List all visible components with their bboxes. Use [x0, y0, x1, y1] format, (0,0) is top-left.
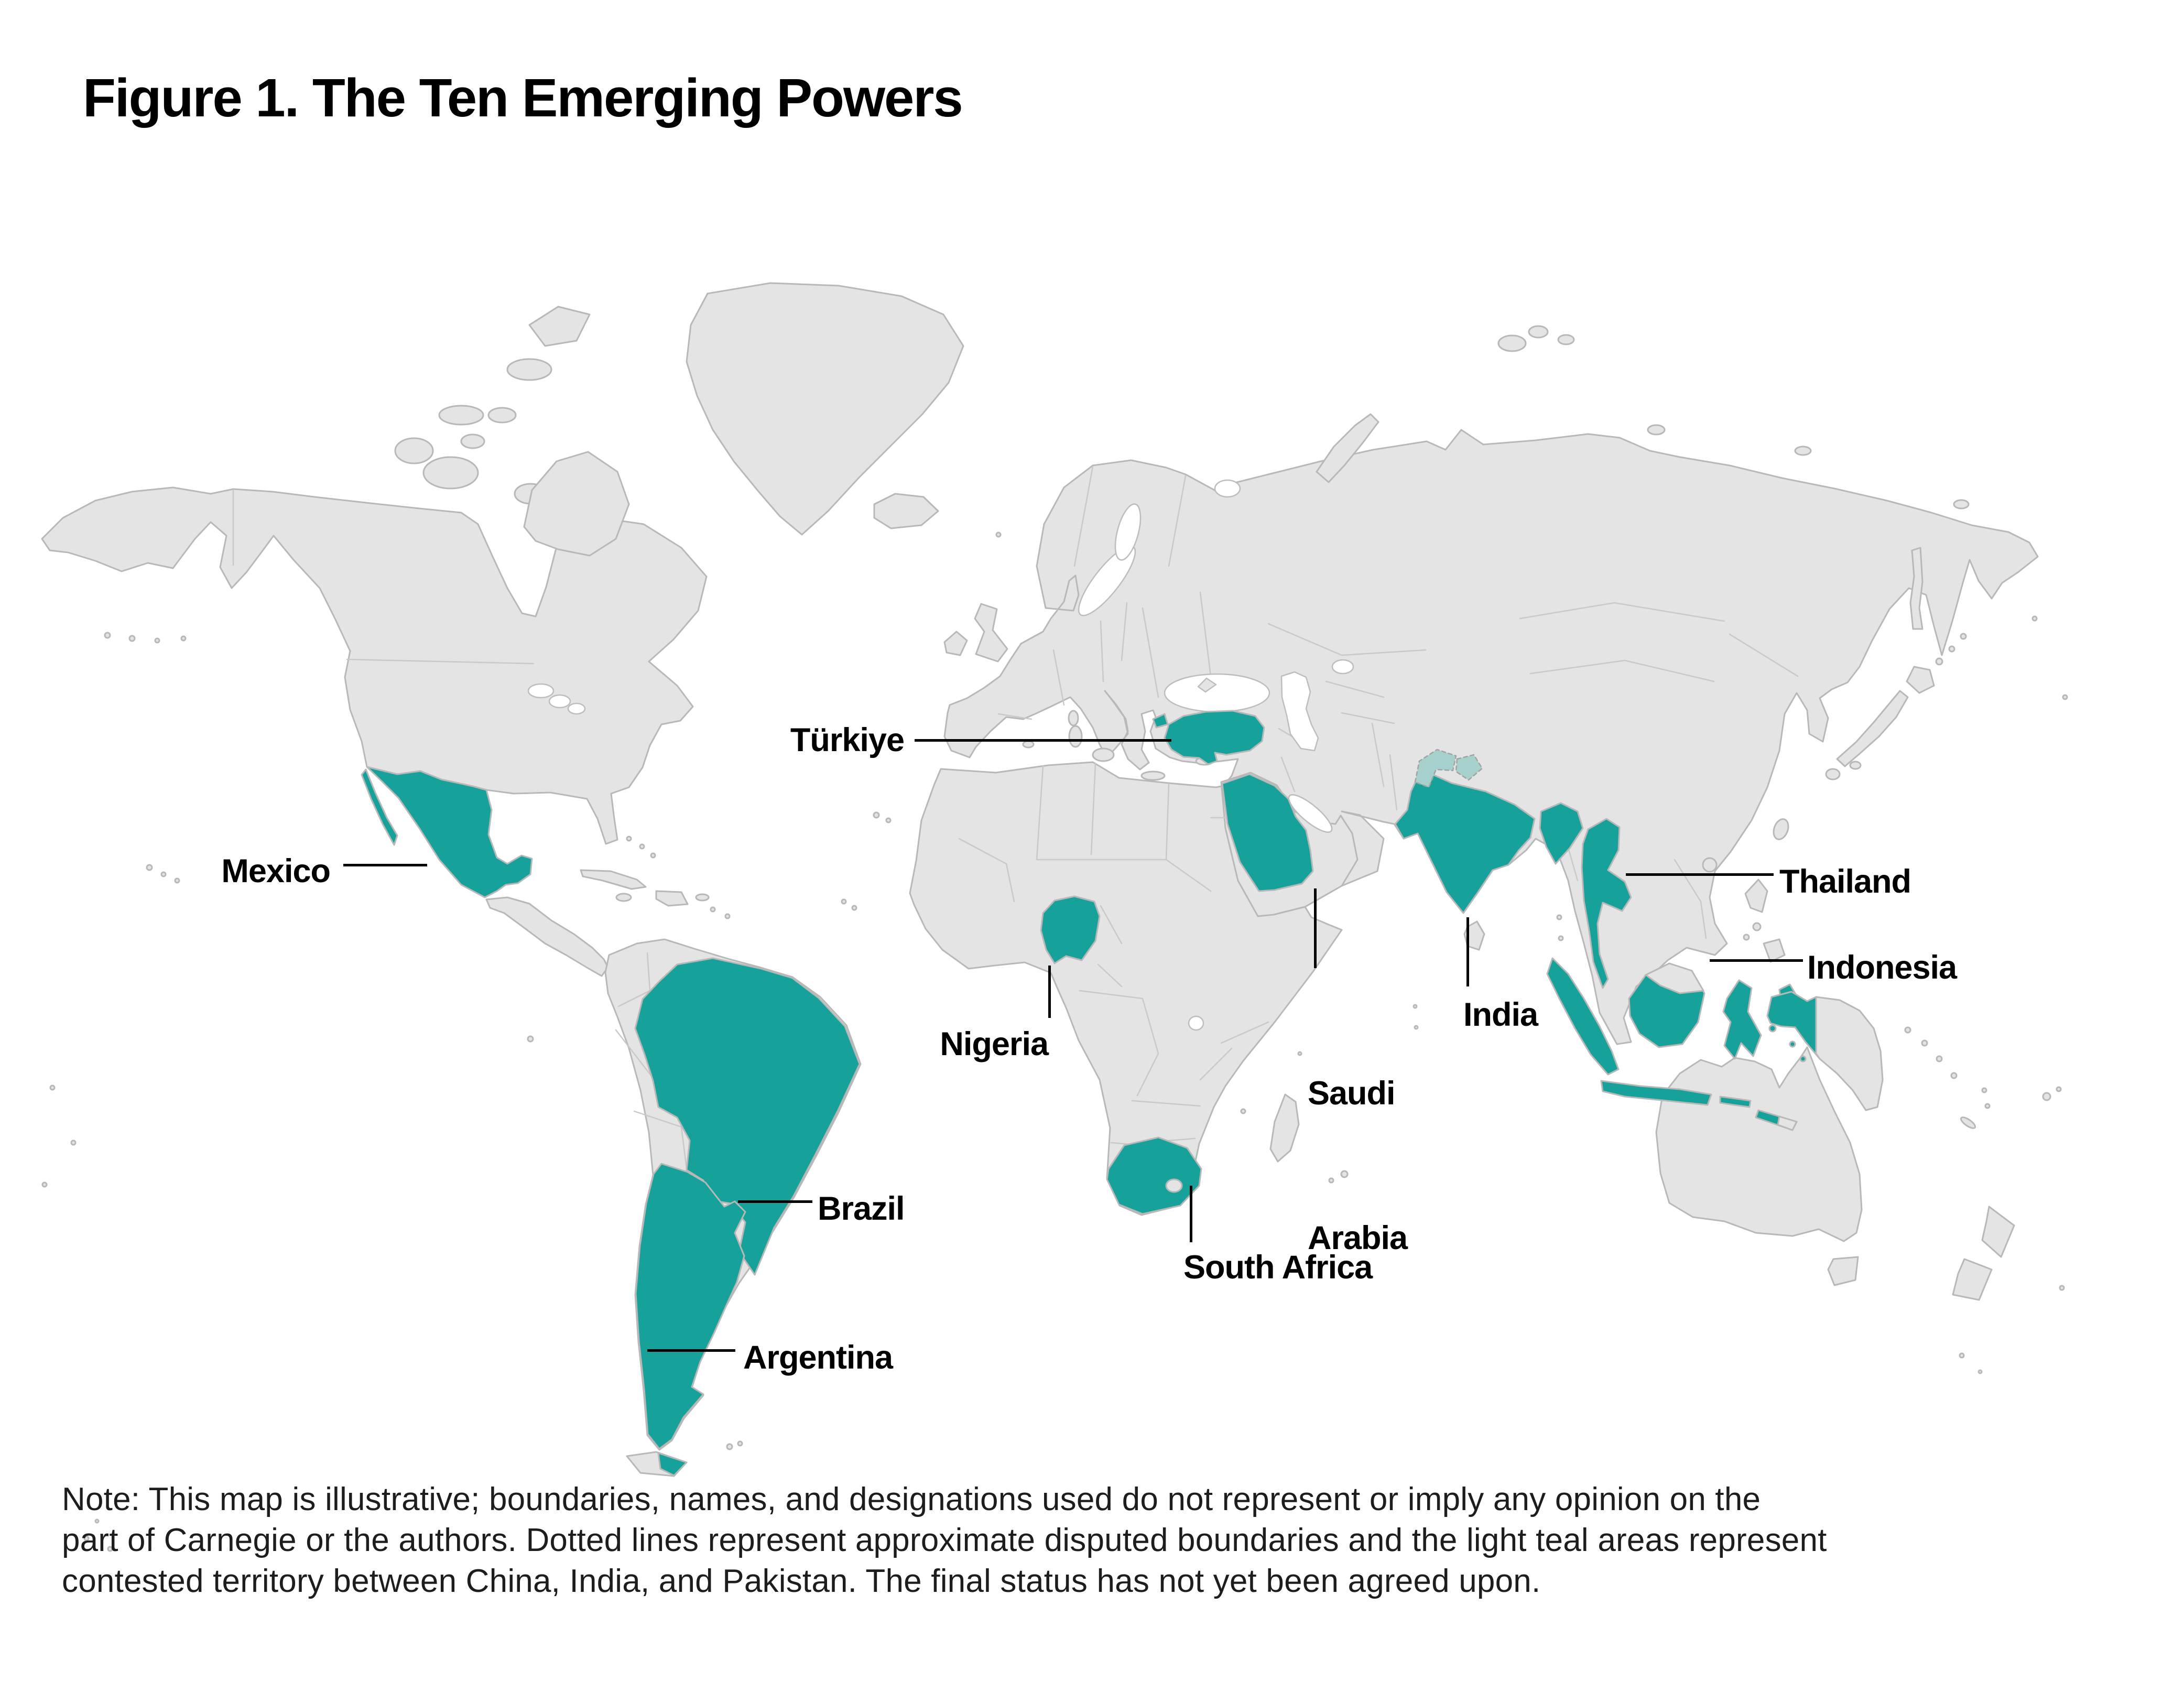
leader-line-nigeria	[1048, 966, 1051, 1018]
caribbean-islands	[580, 836, 731, 919]
contested-kashmir-east	[1455, 754, 1483, 781]
leader-line-south-africa	[1190, 1186, 1192, 1242]
papua-new-guinea	[1815, 996, 1884, 1111]
label-south-africa: South Africa	[1183, 1249, 1373, 1286]
malaysia-borneo	[1645, 962, 1704, 994]
lesotho	[1165, 1178, 1183, 1193]
label-nigeria: Nigeria	[940, 1026, 1049, 1062]
country-greenland	[686, 282, 964, 536]
country-mexico	[361, 766, 533, 898]
seas-layer	[527, 479, 1354, 1031]
country-australia	[1655, 1046, 1863, 1242]
persian-gulf	[1288, 794, 1333, 833]
label-mexico: Mexico	[221, 853, 331, 890]
gulf-of-bothnia	[1114, 503, 1142, 561]
caspian-sea	[1280, 671, 1319, 752]
label-indonesia: Indonesia	[1807, 949, 1957, 986]
leader-line-saudi-arabia	[1314, 888, 1317, 968]
java	[1600, 1080, 1712, 1106]
tasmania	[1827, 1256, 1859, 1286]
country-new-zealand	[1952, 1206, 2015, 1301]
label-saudi-arabia-line1: Saudi	[1308, 1075, 1396, 1112]
leader-line-brazil	[738, 1200, 812, 1203]
country-saudi-arabia	[1221, 773, 1314, 892]
country-uk	[974, 603, 1008, 663]
timor-leste	[1777, 1115, 1798, 1131]
highlighted-countries	[361, 710, 1884, 1477]
ocean-islands	[41, 531, 2068, 1552]
aral-sea	[1331, 659, 1354, 675]
label-thailand: Thailand	[1779, 863, 1911, 900]
leader-line-india	[1466, 917, 1469, 986]
lake-victoria	[1188, 1015, 1204, 1031]
figure-note: Note: This map is illustrative; boundari…	[62, 1479, 1827, 1602]
lesser-sunda	[1719, 1095, 1752, 1108]
island-grey-overlays	[1645, 962, 1884, 1131]
great-lake-2	[548, 694, 571, 709]
country-philippines	[1743, 878, 1786, 963]
svalbard	[1497, 325, 1970, 509]
white-sea	[1214, 479, 1241, 498]
label-argentina: Argentina	[743, 1339, 893, 1376]
black-sea	[1164, 673, 1270, 713]
label-turkiye: Türkiye	[790, 722, 905, 758]
country-japan	[1825, 633, 1967, 780]
sumatra	[1546, 957, 1620, 1076]
great-lake-3	[567, 702, 586, 715]
country-iceland	[873, 493, 939, 529]
country-turkiye	[1152, 710, 1265, 765]
country-brazil	[634, 957, 861, 1276]
country-madagascar	[1269, 1093, 1300, 1163]
contested-kashmir-west	[1414, 749, 1457, 788]
taiwan	[1773, 818, 1789, 840]
central-america	[485, 896, 609, 977]
note-line-1: Note: This map is illustrative; boundari…	[62, 1481, 1761, 1517]
label-saudi-arabia: Saudi Arabia	[1308, 973, 1408, 1359]
country-sri-lanka	[1463, 920, 1485, 951]
sakhalin	[1909, 547, 1924, 630]
arctic-archipelago	[394, 306, 630, 557]
country-south-africa	[1106, 1136, 1202, 1215]
hainan	[1702, 857, 1718, 873]
contested-territories	[1414, 749, 1483, 788]
country-thailand	[1581, 818, 1632, 989]
label-saudi-arabia-line2: Arabia	[1308, 1220, 1408, 1256]
note-line-2: part of Carnegie or the authors. Dotted …	[62, 1522, 1827, 1558]
leader-line-indonesia	[1710, 959, 1803, 962]
figure-title: Figure 1. The Ten Emerging Powers	[83, 68, 963, 128]
country-argentina	[635, 1163, 746, 1477]
leader-line-mexico	[343, 864, 427, 866]
leader-line-thailand	[1626, 873, 1774, 876]
country-india	[1394, 768, 1584, 914]
sulawesi	[1722, 979, 1762, 1060]
great-lake-1	[527, 683, 555, 699]
crimea	[1197, 677, 1217, 693]
country-nigeria	[1040, 895, 1101, 964]
label-brazil: Brazil	[818, 1190, 905, 1227]
country-ireland	[943, 631, 968, 656]
note-line-3: contested territory between China, India…	[62, 1563, 1541, 1599]
leader-line-turkiye	[915, 739, 1171, 742]
leader-line-argentina	[647, 1349, 735, 1352]
label-india: India	[1463, 996, 1538, 1033]
novaya-zemlya	[1316, 413, 1379, 483]
country-north-america	[41, 486, 708, 845]
